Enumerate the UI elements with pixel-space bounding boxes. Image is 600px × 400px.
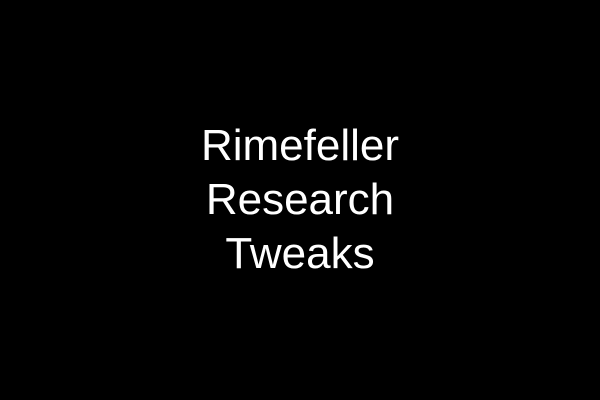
title-line-3: Tweaks xyxy=(225,229,375,278)
title-line-2: Research xyxy=(205,175,395,224)
title-text: Rimefeller Research Tweaks xyxy=(201,119,399,281)
title-line-1: Rimefeller xyxy=(200,121,400,170)
